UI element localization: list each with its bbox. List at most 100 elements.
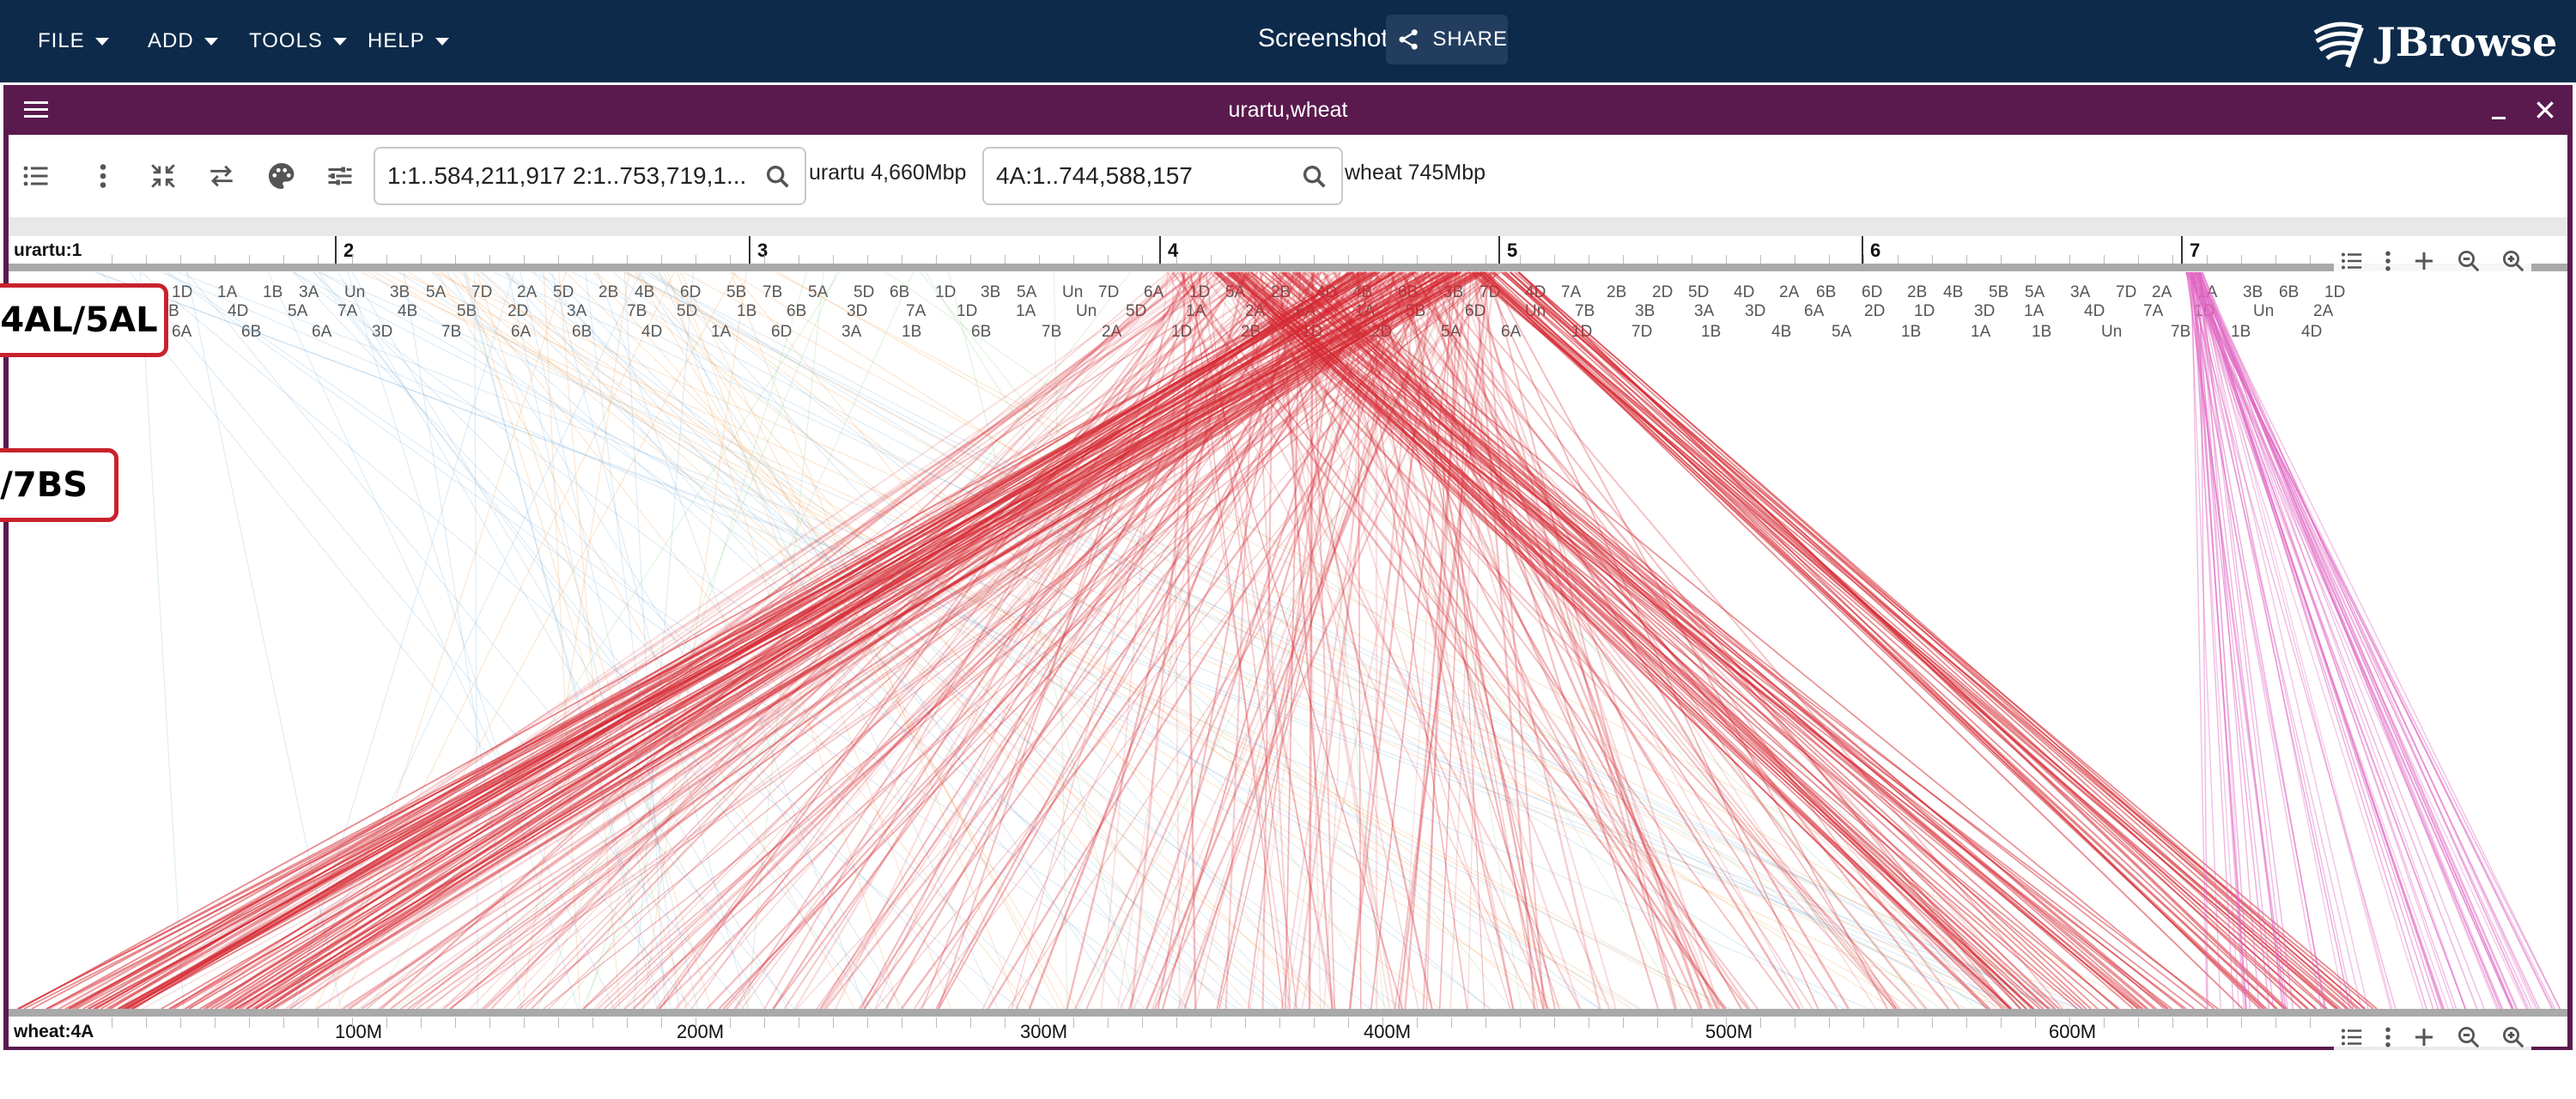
zoom-in-icon[interactable] — [2500, 248, 2526, 274]
top-track-controls — [2334, 245, 2531, 277]
ruler-minor-tick — [215, 1017, 216, 1028]
synteny-ribbon — [2187, 271, 2323, 1010]
synteny-ribbon — [834, 271, 1188, 1010]
zoom-out-icon[interactable] — [2456, 248, 2482, 274]
synteny-ribbon — [1476, 271, 2374, 1010]
synteny-ribbon — [2198, 271, 2485, 1010]
color-button[interactable] — [263, 157, 301, 195]
bottom-ruler[interactable]: wheat:4A 100M 200M 300M 400M 500M 600M — [9, 1017, 2567, 1047]
chromosome-label: 5B — [457, 302, 477, 320]
view-menu-button[interactable] — [19, 95, 53, 124]
chromosome-label: B — [168, 302, 179, 320]
ruler-minor-tick — [1245, 255, 1246, 265]
more-vert-icon[interactable] — [2384, 248, 2392, 274]
chromosome-label: 5A — [1441, 323, 1461, 341]
help-menu[interactable]: HELP — [368, 0, 449, 82]
ruler-minor-tick — [1657, 255, 1658, 265]
synteny-ribbon — [431, 271, 1230, 1010]
top-ruler[interactable]: urartu:1 2 3 4 5 6 7 — [9, 236, 2567, 265]
synteny-ribbon — [1433, 271, 1660, 1010]
file-menu[interactable]: FILE — [38, 0, 109, 82]
track-list-icon[interactable] — [2339, 248, 2365, 274]
ruler-minor-tick — [1142, 1017, 1143, 1028]
synteny-ribbon — [458, 271, 1642, 1010]
more-vert-icon[interactable] — [2384, 1024, 2392, 1050]
track-selector-button[interactable] — [17, 157, 55, 195]
top-locstring-input[interactable] — [387, 162, 805, 190]
chromosome-label: 3A — [841, 323, 862, 341]
collapse-button[interactable] — [144, 157, 182, 195]
chromosome-label: 1A — [1971, 323, 1991, 341]
ruler-major-tick — [2181, 236, 2183, 265]
synteny-ribbon — [1449, 271, 1483, 1010]
chromosome-label: 2D — [1652, 283, 1674, 301]
ruler-minor-tick — [386, 255, 387, 265]
ruler-minor-tick — [558, 255, 559, 265]
synteny-ribbon — [532, 271, 1990, 1010]
synteny-ribbon — [543, 271, 581, 1010]
add-icon[interactable] — [2411, 1024, 2437, 1050]
synteny-ribbon — [293, 271, 641, 1010]
bottom-tick-label: 400M — [1364, 1021, 1412, 1042]
synteny-ribbon — [2197, 271, 2439, 1010]
synteny-ribbon — [1240, 271, 2003, 1010]
track-list-icon[interactable] — [2339, 1024, 2365, 1050]
tune-icon — [328, 167, 352, 185]
synteny-ribbon — [1240, 271, 2056, 1010]
add-icon[interactable] — [2411, 248, 2437, 274]
synteny-plot[interactable] — [9, 85, 2567, 1050]
synteny-ribbon — [481, 271, 1371, 1010]
search-icon[interactable] — [1300, 162, 1329, 191]
ruler-minor-tick — [592, 255, 593, 265]
ruler-minor-tick — [2310, 1017, 2311, 1028]
search-icon[interactable] — [763, 162, 793, 191]
synteny-ribbon — [384, 271, 1727, 1010]
ruler-minor-tick — [1245, 1017, 1246, 1028]
synteny-ribbon — [582, 271, 1341, 1010]
chromosome-label: 3B — [2243, 283, 2263, 301]
chromosome-label: 7B — [1575, 302, 1595, 320]
synteny-ribbon — [167, 271, 1238, 1010]
top-locstring-field[interactable] — [374, 147, 806, 205]
synteny-ribbon — [319, 271, 1640, 1010]
add-menu[interactable]: ADD — [148, 0, 218, 82]
synteny-ribbon — [741, 271, 1299, 1010]
bottom-locstring-field[interactable] — [982, 147, 1343, 205]
share-button[interactable]: SHARE — [1386, 15, 1508, 64]
minimize-view-button[interactable] — [2482, 97, 2516, 126]
synteny-ribbon — [648, 271, 1845, 1010]
bottom-locstring-input[interactable] — [996, 162, 1341, 190]
bottom-assembly-size: wheat 745Mbp — [1345, 161, 1486, 185]
synteny-ribbon — [292, 271, 987, 1010]
ruler-minor-tick — [2069, 1017, 2070, 1028]
synteny-ribbon — [519, 271, 1441, 1010]
swap-button[interactable] — [203, 157, 240, 195]
zoom-in-icon[interactable] — [2500, 1024, 2526, 1050]
synteny-ribbon — [1483, 271, 2285, 1010]
synteny-ribbon — [2194, 271, 2245, 1010]
synteny-ribbon — [64, 271, 1461, 1010]
ruler-minor-tick — [1176, 1017, 1177, 1028]
ruler-minor-tick — [2035, 255, 2036, 265]
synteny-ribbon — [875, 271, 1496, 1010]
synteny-ribbon — [165, 271, 1189, 1010]
synteny-ribbon — [673, 271, 1307, 1010]
synteny-ribbon — [925, 271, 1388, 1010]
top-assembly-size: urartu 4,660Mbp — [809, 161, 967, 185]
synteny-ribbon — [532, 271, 1279, 1010]
settings-button[interactable] — [321, 157, 359, 195]
bottom-track-controls — [2334, 1021, 2531, 1053]
close-view-button[interactable] — [2528, 94, 2562, 126]
session-title[interactable]: Screenshot — [1258, 24, 1388, 52]
chromosome-label: 7A — [2143, 302, 2164, 320]
zoom-out-icon[interactable] — [2456, 1024, 2482, 1050]
tools-menu[interactable]: TOOLS — [249, 0, 347, 82]
synteny-ribbon — [1218, 271, 2187, 1010]
synteny-ribbon — [465, 271, 658, 1010]
chromosome-label: 6A — [1804, 302, 1825, 320]
more-options-button[interactable] — [86, 157, 120, 195]
synteny-ribbon — [2193, 271, 2246, 1010]
ruler-minor-tick — [1760, 255, 1761, 265]
synteny-ribbon — [706, 271, 1416, 1010]
chromosome-label: 4B — [1943, 283, 1964, 301]
